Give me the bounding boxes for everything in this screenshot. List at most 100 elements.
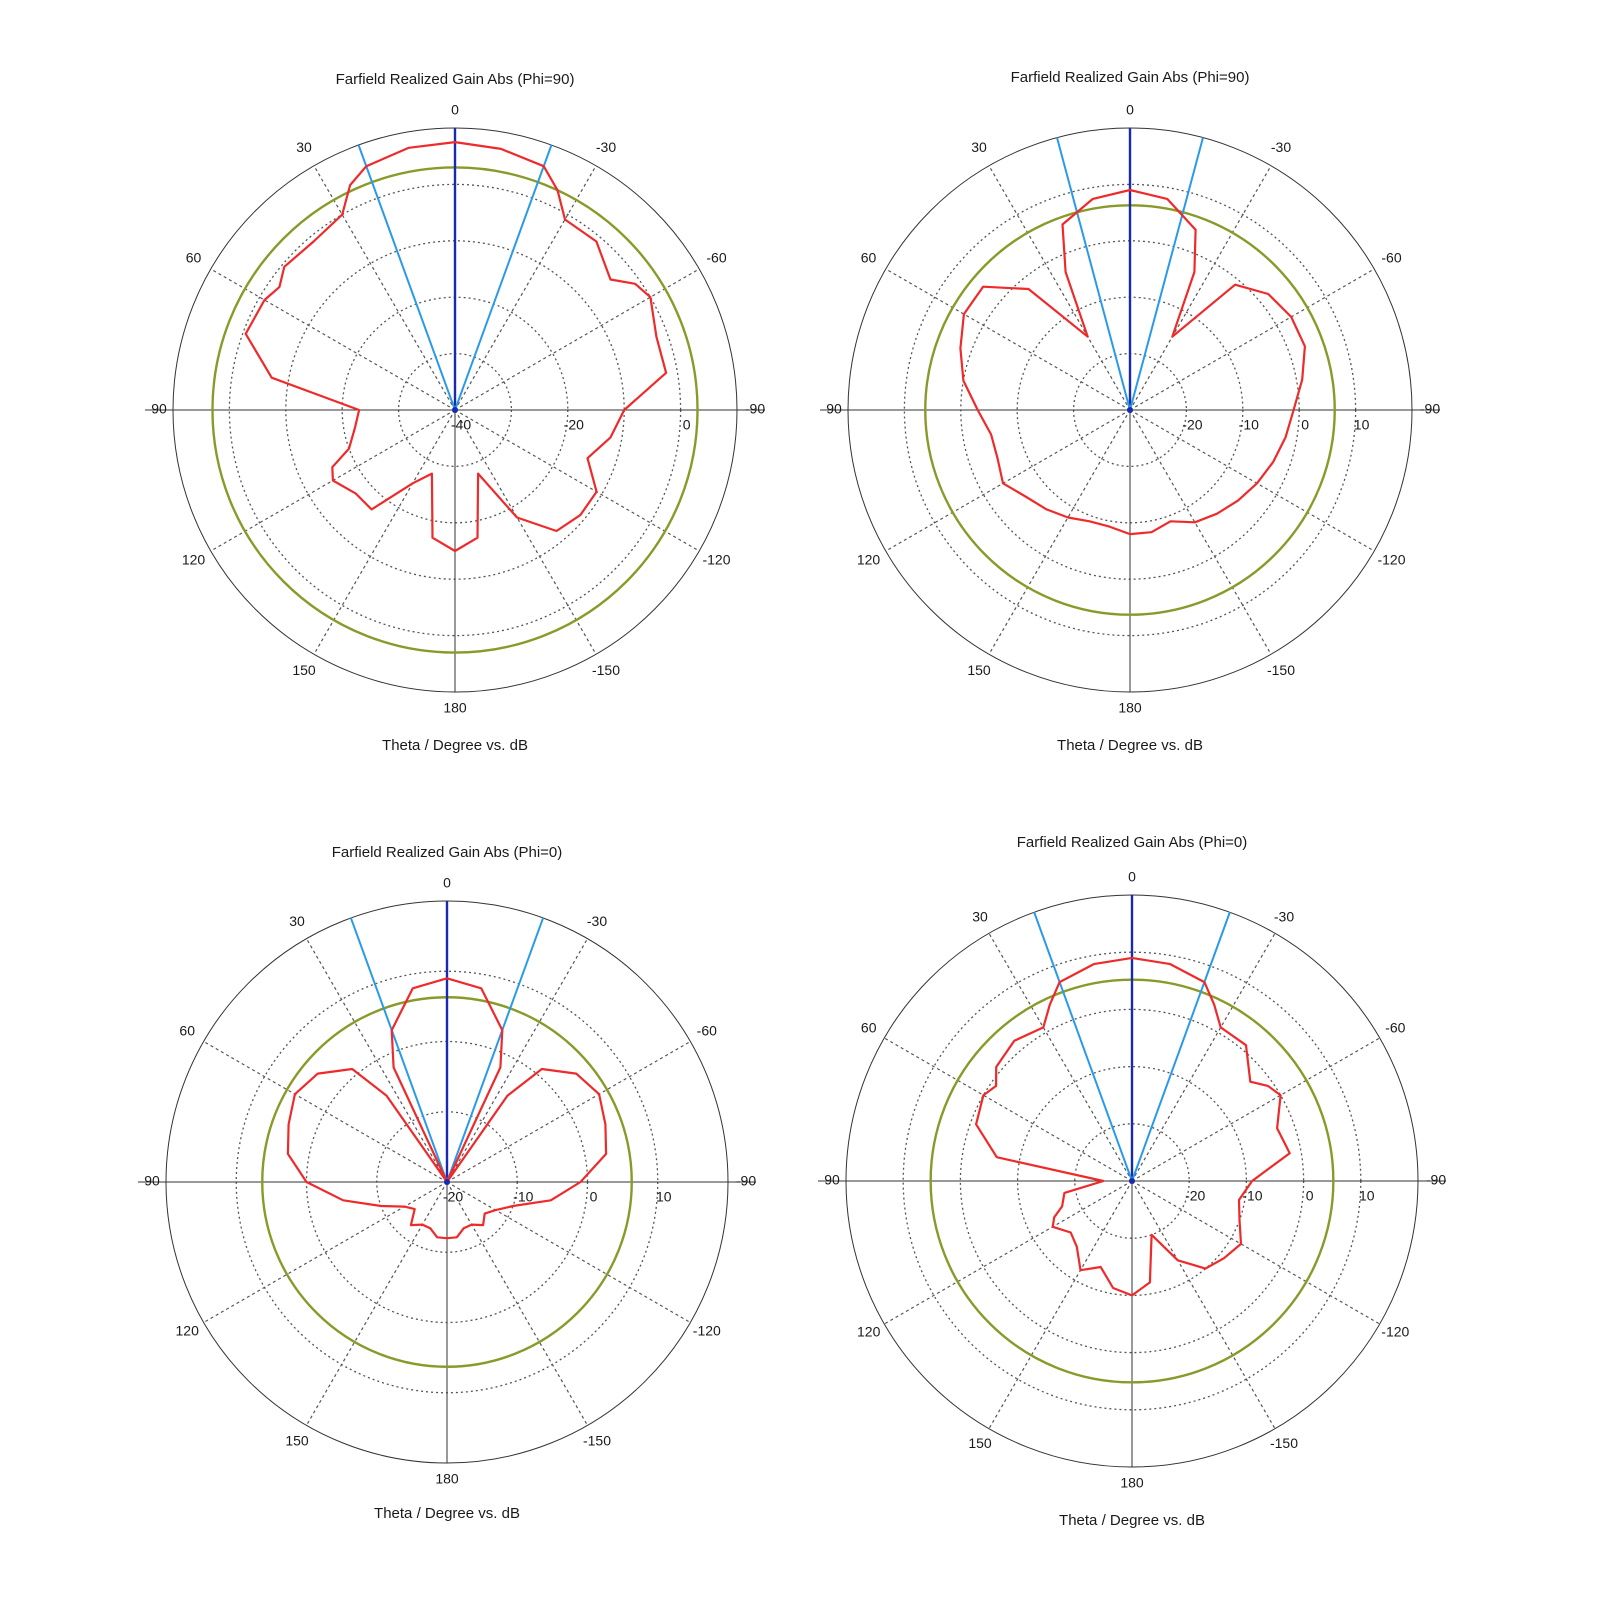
polar-chart-1-svg: Farfield Realized Gain Abs (Phi=90) Thet… <box>145 71 765 754</box>
angle-tick-label: 60 <box>186 250 202 266</box>
radial-tick-label: 0 <box>590 1189 598 1205</box>
beam-width-line <box>1056 137 1131 411</box>
grid-spoke <box>885 409 1131 552</box>
angle-tick-label: 30 <box>296 139 312 155</box>
grid-spoke <box>454 165 597 411</box>
grid-spoke <box>1131 933 1276 1182</box>
angle-tick-label: 30 <box>972 908 988 924</box>
angle-tick-label: -90 <box>1426 1172 1446 1188</box>
grid-spoke <box>988 409 1131 655</box>
radial-tick-label: 0 <box>683 417 691 433</box>
angle-tick-label: -150 <box>592 662 620 678</box>
angle-tick-label: 90 <box>151 401 167 417</box>
polar-chart-4-svg: Farfield Realized Gain Abs (Phi=0) Theta… <box>818 834 1446 1529</box>
angle-tick-label: -30 <box>587 913 607 929</box>
angle-tick-label: 180 <box>443 700 467 716</box>
angle-tick-label: 90 <box>824 1172 840 1188</box>
angle-tick-label: -60 <box>1381 250 1401 266</box>
angle-tick-label: -60 <box>706 250 726 266</box>
center-point <box>1129 1178 1135 1184</box>
angle-tick-label: 180 <box>435 1471 459 1487</box>
angle-tick-label: -60 <box>697 1023 717 1039</box>
radial-tick-label: -10 <box>1242 1188 1262 1204</box>
angle-tick-label: -30 <box>1271 139 1291 155</box>
polar-chart-2-svg: Farfield Realized Gain Abs (Phi=90) Thet… <box>820 69 1440 754</box>
grid-spoke <box>203 1181 448 1324</box>
angle-tick-label: 180 <box>1120 1475 1144 1491</box>
angle-tick-label: 0 <box>1128 869 1136 885</box>
grid-spoke <box>454 268 700 411</box>
angle-tick-label: -150 <box>1267 662 1295 678</box>
angle-tick-label: -120 <box>702 552 730 568</box>
angle-tick-label: 150 <box>967 662 991 678</box>
center-point <box>452 407 458 413</box>
radial-tick-label: 10 <box>656 1189 672 1205</box>
radial-tick-label: -40 <box>451 417 471 433</box>
angle-tick-label: 30 <box>971 139 987 155</box>
grid-spoke <box>446 1181 589 1426</box>
polar-chart-2: Farfield Realized Gain Abs (Phi=90) Thet… <box>800 0 1600 800</box>
gain-pattern-curve <box>244 141 668 553</box>
polar-chart-3: Farfield Realized Gain Abs (Phi=0) Theta… <box>0 800 800 1600</box>
angle-tick-label: 60 <box>179 1023 195 1039</box>
angle-tick-label: -30 <box>596 139 616 155</box>
grid-spoke <box>305 1181 448 1426</box>
grid-spoke <box>884 1180 1133 1325</box>
angle-tick-label: 0 <box>451 102 459 118</box>
beam-width-line <box>454 144 553 411</box>
radial-tick-label: -10 <box>513 1189 533 1205</box>
angle-tick-label: -90 <box>1420 401 1440 417</box>
grid-spoke <box>305 938 448 1183</box>
angle-tick-label: 0 <box>1126 102 1134 118</box>
grid-spoke <box>1129 409 1272 655</box>
beam-width-line <box>357 144 456 411</box>
grid-spoke <box>988 933 1133 1182</box>
polar-chart-4: Farfield Realized Gain Abs (Phi=0) Theta… <box>800 800 1600 1600</box>
grid-spoke <box>988 1180 1133 1429</box>
grid-spoke <box>313 165 456 411</box>
angle-tick-label: 120 <box>176 1323 200 1339</box>
angle-tick-label: 120 <box>857 552 881 568</box>
polar-chart-3-svg: Farfield Realized Gain Abs (Phi=0) Theta… <box>138 844 756 1522</box>
grid-spoke <box>988 165 1131 411</box>
angle-tick-label: -30 <box>1274 908 1294 924</box>
beam-width-line <box>1033 911 1133 1182</box>
angle-tick-label: 30 <box>289 913 305 929</box>
angle-tick-label: 150 <box>292 662 316 678</box>
radial-tick-label: 0 <box>1306 1188 1314 1204</box>
radial-tick-label: -20 <box>1185 1188 1205 1204</box>
chart-title: Farfield Realized Gain Abs (Phi=90) <box>1011 69 1250 86</box>
angle-tick-label: -120 <box>1377 552 1405 568</box>
angle-tick-label: 60 <box>861 1020 877 1036</box>
polar-chart-1: Farfield Realized Gain Abs (Phi=90) Thet… <box>0 0 800 800</box>
grid-spoke <box>446 1040 691 1183</box>
radial-tick-label: -20 <box>1182 417 1202 433</box>
chart-title: Farfield Realized Gain Abs (Phi=90) <box>336 71 575 88</box>
angle-tick-label: 120 <box>857 1324 881 1340</box>
angle-tick-label: 90 <box>826 401 842 417</box>
angle-tick-label: -150 <box>583 1433 611 1449</box>
angle-tick-label: -150 <box>1270 1435 1298 1451</box>
grid-spoke <box>885 268 1131 411</box>
beam-width-line <box>446 917 545 1183</box>
radial-tick-label: 10 <box>1359 1188 1375 1204</box>
grid-spoke <box>203 1040 448 1183</box>
x-axis-label: Theta / Degree vs. dB <box>374 1505 520 1522</box>
grid-spoke <box>446 938 589 1183</box>
angle-tick-label: 90 <box>144 1173 160 1189</box>
grid-spoke <box>1131 1037 1380 1182</box>
beam-width-line <box>1129 137 1204 411</box>
angle-tick-label: 120 <box>182 552 206 568</box>
x-axis-label: Theta / Degree vs. dB <box>1059 1512 1205 1529</box>
angle-tick-label: -90 <box>736 1173 756 1189</box>
grid-spoke <box>454 409 597 655</box>
angle-tick-label: -60 <box>1385 1020 1405 1036</box>
angle-tick-label: 0 <box>443 875 451 891</box>
radial-tick-label: -20 <box>564 417 584 433</box>
x-axis-label: Theta / Degree vs. dB <box>382 737 528 754</box>
angle-tick-label: 180 <box>1118 700 1142 716</box>
angle-tick-label: 150 <box>285 1433 309 1449</box>
grid-spoke <box>313 409 456 655</box>
chart-title: Farfield Realized Gain Abs (Phi=0) <box>332 844 563 861</box>
center-point <box>444 1179 450 1185</box>
